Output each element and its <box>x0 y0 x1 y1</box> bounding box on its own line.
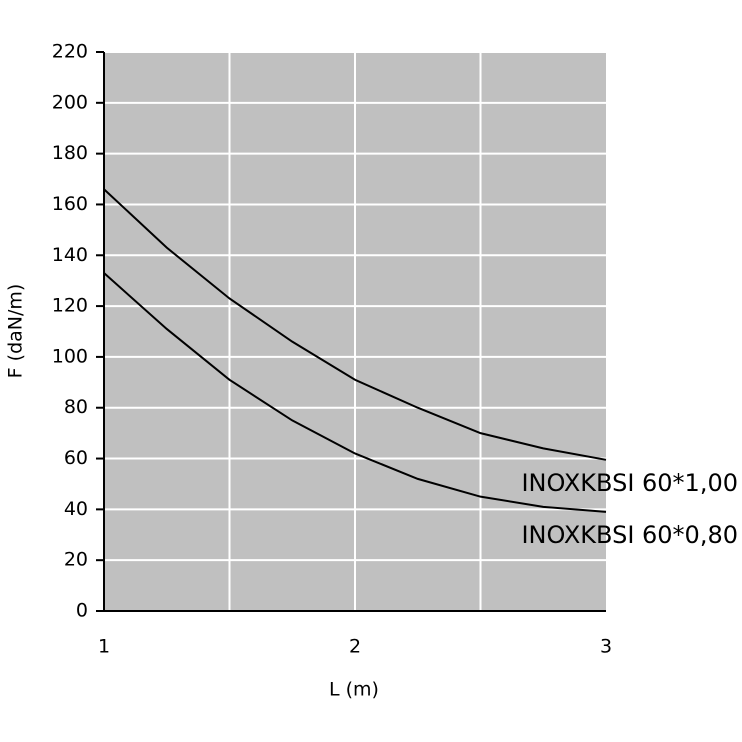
y-axis-title: F (daN/m) <box>5 284 27 379</box>
series-line <box>103 272 607 513</box>
x-tick-label: 2 <box>349 636 361 658</box>
y-tick-label: 220 <box>52 41 88 63</box>
series-line <box>103 188 607 461</box>
series-label: INOXKBSI 60*1,00 <box>521 469 738 497</box>
y-tick-label: 180 <box>52 142 88 164</box>
y-tick-label: 200 <box>52 91 88 113</box>
y-tick-label: 100 <box>52 345 88 367</box>
x-tick-label: 3 <box>600 636 612 658</box>
y-tick-label: 140 <box>52 244 88 266</box>
y-tick-label: 40 <box>64 498 88 520</box>
y-tick-label: 80 <box>64 396 88 418</box>
y-tick-label: 120 <box>52 295 88 317</box>
x-axis-title: L (m) <box>329 679 379 701</box>
series-label: INOXKBSI 60*0,80 <box>521 521 738 549</box>
y-tick-label: 0 <box>76 600 88 622</box>
y-tick-label: 20 <box>64 549 88 571</box>
y-tick-label: 160 <box>52 193 88 215</box>
y-tick-label: 60 <box>64 447 88 469</box>
x-tick-label: 1 <box>98 636 110 658</box>
